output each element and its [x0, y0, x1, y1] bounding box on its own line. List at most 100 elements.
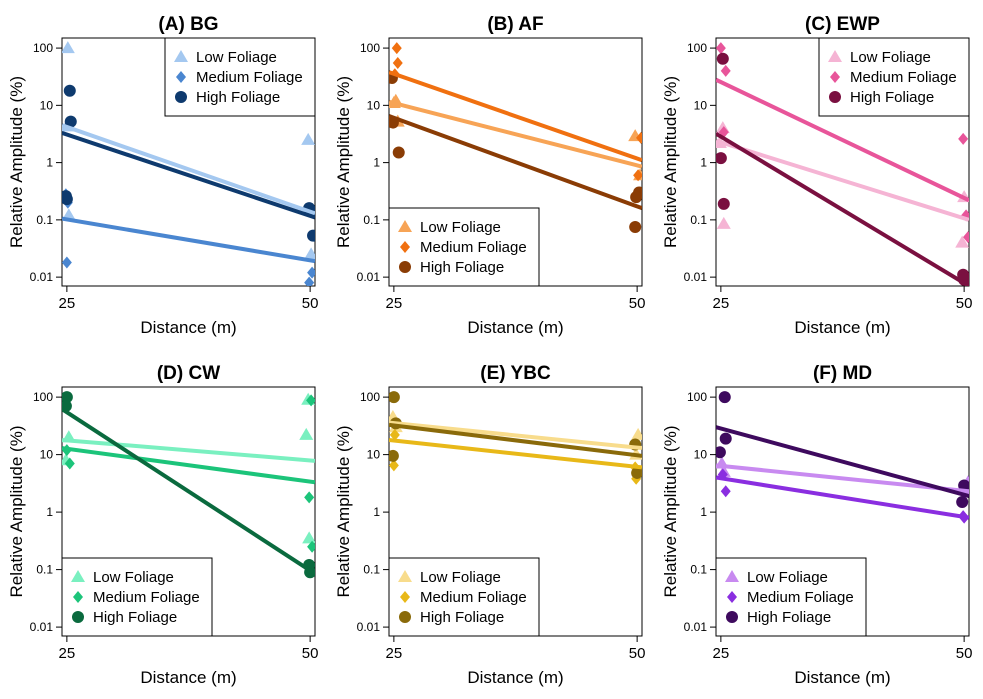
data-point — [956, 495, 969, 508]
legend-marker — [726, 611, 738, 623]
fit-line — [716, 475, 969, 520]
panel-title: (F) MD — [813, 363, 872, 384]
y-tick-label: 100 — [33, 41, 53, 55]
legend-box — [61, 557, 213, 637]
data-point — [307, 229, 315, 242]
legend-marker — [400, 241, 410, 253]
legend-label: High Foliage — [420, 609, 504, 626]
legend-marker — [175, 91, 187, 103]
fit-line — [389, 420, 642, 451]
legend: Low Foliage Medium Foliage High Foliage — [715, 557, 867, 637]
y-tick-label: 1 — [46, 156, 53, 170]
fit-line — [62, 131, 315, 220]
data-point — [630, 191, 642, 204]
data-point — [392, 56, 403, 69]
data-point — [306, 394, 315, 407]
legend-marker — [829, 91, 841, 103]
y-tick-label: 1 — [373, 505, 380, 519]
legend-label: Medium Foliage — [850, 69, 957, 86]
data-point — [716, 152, 727, 165]
fit-line — [389, 437, 642, 470]
fit-line — [389, 114, 642, 211]
legend-box — [164, 37, 316, 117]
data-point — [62, 193, 73, 206]
data-point — [299, 427, 314, 440]
data-point — [389, 428, 400, 441]
data-layer — [62, 391, 315, 579]
fit-line — [62, 437, 315, 463]
data-point — [302, 531, 315, 544]
data-layer — [389, 42, 642, 234]
chart-panel-1: (A) BG 0.01 0.1 1 10 100 25 50 Distance (m) Relat… — [7, 14, 318, 337]
x-axis-label: Distance (m) — [794, 668, 890, 687]
y-axis-label: Relative Amplitude (%) — [661, 76, 680, 248]
fit-line — [389, 70, 642, 163]
data-point — [389, 391, 400, 404]
legend-label: Medium Foliage — [747, 589, 854, 606]
x-tick-label: 25 — [59, 645, 76, 662]
legend-box — [715, 557, 867, 637]
fit-line — [62, 216, 315, 264]
legend-label: Low Foliage — [747, 569, 828, 586]
legend-marker — [73, 591, 83, 603]
data-point — [304, 247, 315, 260]
panel-title: (D) CW — [157, 363, 220, 384]
x-tick-label: 50 — [956, 645, 973, 662]
y-tick-label: 10 — [40, 98, 54, 112]
legend-marker — [398, 570, 412, 582]
y-tick-label: 100 — [687, 390, 707, 404]
x-tick-label: 25 — [713, 295, 730, 312]
x-tick-label: 25 — [386, 645, 403, 662]
data-point — [716, 52, 729, 65]
data-layer — [389, 391, 642, 485]
panel-title: (C) EWP — [805, 14, 880, 35]
data-point — [62, 256, 72, 269]
legend-box — [388, 207, 540, 287]
x-tick-label: 50 — [302, 645, 319, 662]
data-layer — [62, 41, 315, 286]
y-tick-label: 0.01 — [30, 270, 54, 284]
data-point — [307, 266, 315, 279]
y-tick-label: 100 — [687, 41, 707, 55]
data-point — [955, 235, 969, 248]
data-point — [62, 391, 73, 404]
data-layer — [716, 391, 969, 524]
legend-marker — [399, 261, 411, 273]
fit-line — [716, 425, 969, 499]
y-tick-label: 10 — [367, 98, 381, 112]
data-layer — [716, 42, 969, 286]
data-point — [716, 216, 731, 229]
y-axis-label: Relative Amplitude (%) — [7, 76, 26, 248]
fit-line — [716, 131, 969, 286]
data-point — [718, 391, 731, 404]
y-tick-label: 1 — [46, 505, 53, 519]
fit-line — [389, 99, 642, 169]
y-axis-label: Relative Amplitude (%) — [7, 426, 26, 598]
legend-marker — [727, 591, 737, 603]
panel-title: (B) AF — [487, 14, 543, 35]
y-tick-label: 100 — [33, 390, 53, 404]
y-tick-label: 0.1 — [363, 563, 380, 577]
data-point — [304, 491, 315, 504]
data-point — [958, 132, 969, 145]
y-axis-label: Relative Amplitude (%) — [334, 76, 353, 248]
legend-label: High Foliage — [850, 89, 934, 106]
fit-line — [62, 446, 315, 485]
x-axis-label: Distance (m) — [467, 668, 563, 687]
y-tick-label: 0.01 — [357, 270, 381, 284]
fit-line — [62, 407, 315, 576]
y-tick-label: 0.1 — [36, 563, 53, 577]
legend-marker — [399, 611, 411, 623]
legend-marker — [176, 71, 186, 83]
y-tick-label: 0.01 — [30, 620, 54, 634]
chart-panel-3: (C) EWP 0.01 0.1 1 10 100 25 50 Distance (m) Rela… — [661, 14, 972, 337]
chart-panel-5: (E) YBC 0.01 0.1 1 10 100 25 50 Distance (m) Rela… — [334, 363, 645, 687]
legend: Low Foliage Medium Foliage High Foliage — [388, 207, 540, 287]
legend-label: High Foliage — [93, 609, 177, 626]
legend-marker — [71, 570, 85, 582]
data-point — [720, 485, 731, 498]
fit-line — [716, 138, 969, 222]
legend-label: Low Foliage — [850, 49, 931, 66]
y-tick-label: 0.01 — [357, 620, 381, 634]
legend-box — [388, 557, 540, 637]
